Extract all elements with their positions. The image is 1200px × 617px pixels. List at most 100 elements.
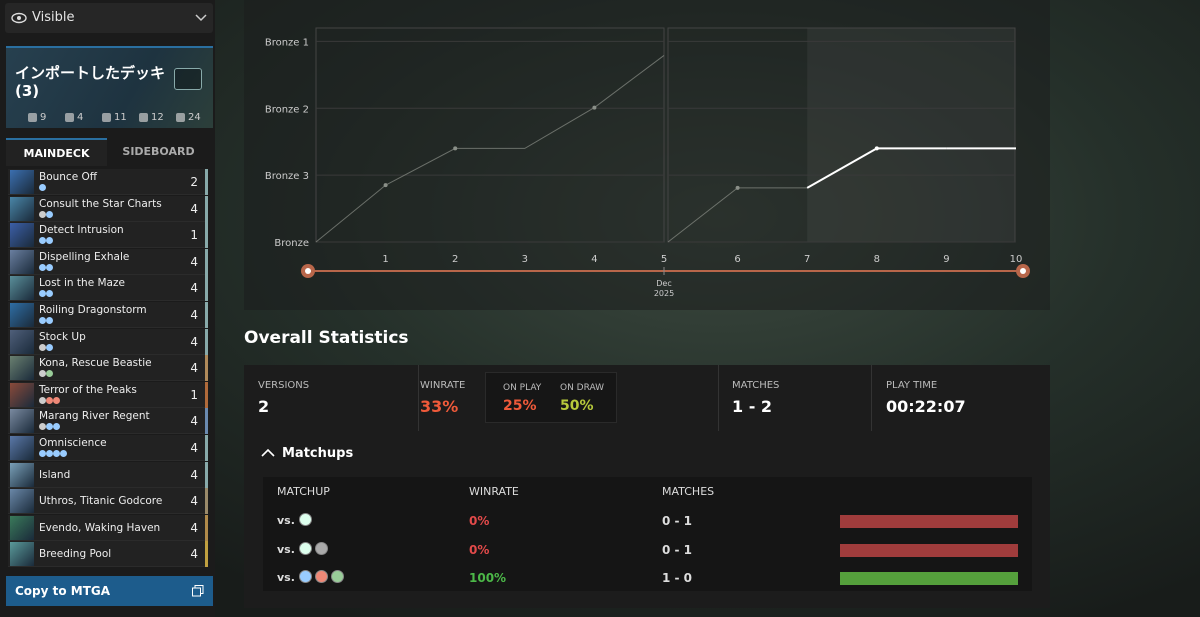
card-count: 4 — [190, 494, 198, 509]
mana-pip — [39, 210, 46, 218]
tab-maindeck[interactable]: MAINDECK — [6, 138, 107, 166]
card-art — [10, 515, 34, 540]
card-edge — [205, 275, 208, 302]
vs-label: vs. — [277, 571, 295, 585]
card-count: 4 — [190, 334, 198, 349]
color-icon — [299, 541, 312, 555]
mana-pip — [46, 210, 53, 218]
card-row[interactable]: Kona, Rescue Beastie 4 — [8, 355, 208, 382]
header-matchup[interactable]: MATCHUP — [277, 485, 330, 498]
card-edge — [205, 514, 208, 541]
result-bar — [840, 543, 1018, 557]
card-row[interactable]: Omniscience 4 — [8, 435, 208, 461]
matches-label: MATCHES — [732, 380, 780, 391]
card-name: Island — [39, 468, 71, 481]
rank-chart: Bronze Bronze 3 Bronze 2 Bronze 1 1 2 3 4 5 6 7 8 9 1… — [265, 27, 1030, 298]
row-winrate: 100% — [469, 571, 507, 586]
rank-point — [592, 105, 597, 110]
collapse-icon[interactable] — [261, 448, 275, 458]
card-row[interactable]: Terror of the Peaks 1 — [8, 381, 208, 408]
visibility-dropdown[interactable]: Visible — [5, 3, 213, 33]
card-name: Omniscience — [39, 437, 107, 449]
type-icon — [28, 113, 37, 122]
row-matches: 0 - 1 — [662, 514, 693, 528]
header-winrate[interactable]: WINRATE — [469, 485, 519, 498]
x-tick-label: 1 — [382, 254, 388, 265]
mana-pip — [46, 396, 53, 404]
date-label: 2025 — [654, 289, 674, 298]
copy-label: Copy to MTGA — [15, 584, 111, 598]
result-bar — [840, 572, 1018, 586]
card-art — [10, 462, 34, 487]
card-count: 4 — [190, 441, 198, 455]
row-winrate: 0% — [469, 514, 490, 528]
type-icon — [102, 113, 111, 122]
card-art — [10, 223, 34, 248]
type-count: 12 — [151, 112, 164, 123]
card-name: Lost in the Maze — [39, 277, 125, 290]
rank-point — [453, 146, 458, 151]
y-tick-label: Bronze 3 — [265, 171, 309, 182]
on-draw-label: ON DRAW — [560, 383, 605, 393]
card-row[interactable]: Island 4 — [8, 461, 208, 488]
card-row[interactable]: Breeding Pool 4 — [8, 541, 208, 568]
x-tick-label: 10 — [1010, 254, 1023, 265]
card-name: Evendo, Waking Haven — [39, 521, 161, 534]
mana-pip — [39, 343, 46, 351]
visibility-label: Visible — [32, 10, 75, 25]
card-art — [10, 489, 34, 514]
card-count: 1 — [190, 387, 198, 402]
card-count: 4 — [190, 308, 198, 322]
mana-pip — [39, 317, 46, 324]
date-label: Dec — [656, 279, 671, 288]
type-icon — [176, 113, 185, 122]
card-count: 1 — [190, 228, 198, 243]
card-row[interactable]: Bounce Off 2 — [8, 169, 208, 195]
x-tick-label: 6 — [734, 254, 740, 265]
card-art — [10, 436, 34, 460]
mana-pip — [46, 423, 53, 431]
mana-pip — [46, 237, 53, 245]
card-count: 4 — [190, 520, 198, 535]
header-matches[interactable]: MATCHES — [662, 485, 715, 498]
play-draw-box: ON PLAY 25% ON DRAW 50% — [485, 372, 617, 423]
copy-button[interactable]: Copy to MTGA — [6, 576, 213, 606]
card-art — [10, 356, 34, 381]
card-row[interactable]: Dispelling Exhale 4 — [8, 248, 208, 275]
card-row[interactable]: Stock Up 4 — [8, 328, 208, 355]
type-count: 4 — [77, 112, 84, 123]
card-art — [10, 276, 34, 301]
card-count: 4 — [190, 547, 198, 562]
type-count: 24 — [188, 112, 201, 123]
on-draw-value: 50% — [560, 398, 594, 414]
card-row[interactable]: Consult the Star Charts 4 — [8, 195, 208, 222]
rank-point — [383, 183, 388, 188]
card-art — [10, 303, 34, 327]
matchups-table: MATCHUP WINRATE MATCHES vs. 0% 0 - 1 vs. 0% 0… — [263, 477, 1032, 591]
eye-icon — [11, 12, 27, 24]
card-row[interactable]: Lost in the Maze 4 — [8, 275, 208, 302]
versions-value: 2 — [258, 397, 270, 416]
deck-toggle[interactable] — [174, 68, 202, 90]
mana-pip — [46, 290, 53, 298]
card-count: 4 — [190, 467, 198, 482]
color-icon — [331, 570, 344, 584]
card-edge — [205, 248, 208, 275]
card-name: Terror of the Peaks — [39, 383, 137, 396]
card-name: Detect Intrusion — [39, 224, 124, 237]
plot-frame — [315, 27, 665, 243]
card-row[interactable]: Detect Intrusion 1 — [8, 222, 208, 249]
card-row[interactable]: Evendo, Waking Haven 4 — [8, 514, 208, 541]
tab-sideboard[interactable]: SIDEBOARD — [108, 138, 209, 166]
card-row[interactable]: Roiling Dragonstorm 4 — [8, 302, 208, 328]
card-edge — [205, 408, 208, 435]
card-edge — [205, 328, 208, 355]
highlight-region — [807, 28, 1015, 242]
card-edge — [205, 435, 208, 461]
card-art — [10, 196, 34, 221]
card-name: Breeding Pool — [39, 548, 112, 561]
card-row[interactable]: Marang River Regent 4 — [8, 408, 208, 435]
card-row[interactable]: Uthros, Titanic Godcore 4 — [8, 488, 208, 515]
card-edge — [205, 461, 208, 488]
card-edge — [205, 541, 208, 568]
